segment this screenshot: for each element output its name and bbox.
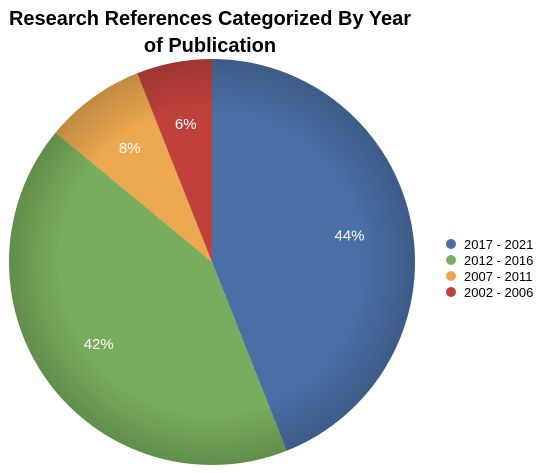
legend-label: 2002 - 2006	[464, 284, 534, 300]
legend-item: 2007 - 2011	[446, 268, 533, 284]
legend-swatch	[446, 271, 456, 281]
legend-item: 2017 - 2021	[446, 236, 533, 252]
legend-item: 2012 - 2016	[446, 252, 533, 268]
legend-swatch	[446, 287, 456, 297]
legend-label: 2012 - 2016	[464, 252, 534, 268]
slice-value-label: 42%	[84, 336, 114, 353]
chart-title-line-1: Research References Categorized By Year	[8, 8, 412, 30]
legend: 2017 - 2021 2012 - 2016 2007 - 2011 2002…	[446, 236, 533, 300]
legend-label: 2007 - 2011	[464, 268, 533, 284]
legend-swatch	[446, 239, 456, 249]
slice-value-label: 44%	[335, 227, 365, 244]
legend-swatch	[446, 255, 456, 265]
slice-value-label: 6%	[175, 116, 197, 133]
slice-value-label: 8%	[119, 140, 141, 157]
chart-title: Research References Categorized By Year …	[0, 6, 420, 60]
chart-title-line-2: of Publication	[143, 35, 277, 57]
legend-item: 2002 - 2006	[446, 284, 533, 300]
legend-label: 2017 - 2021	[464, 236, 534, 252]
